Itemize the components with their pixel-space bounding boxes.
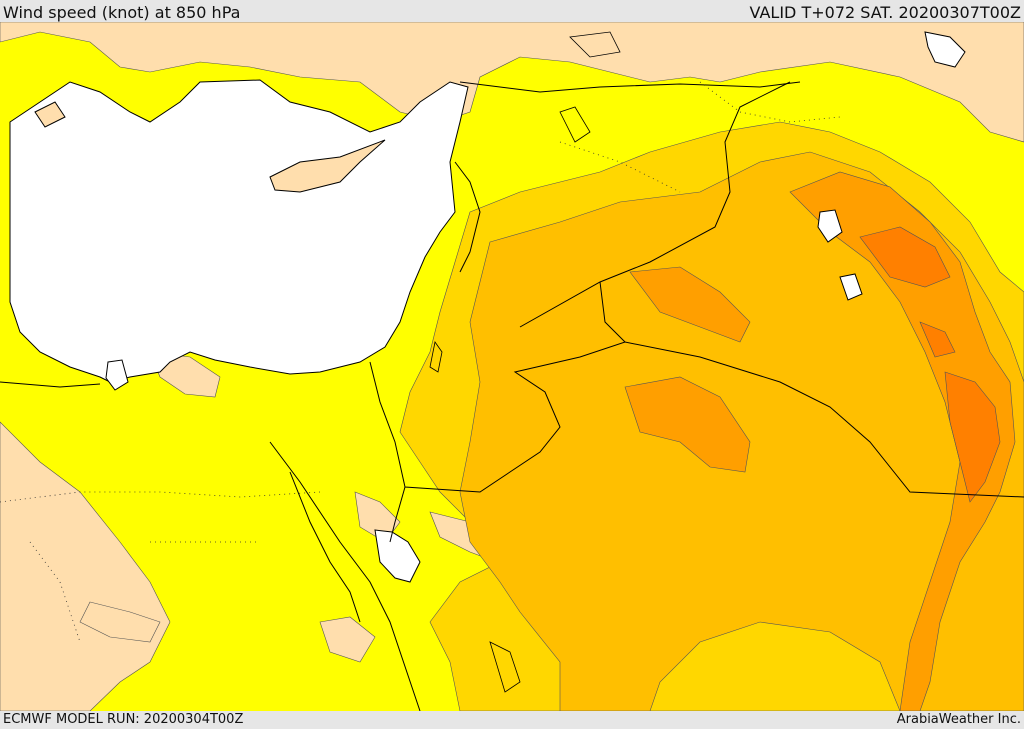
island-west [34,101,66,128]
band-tan-patch5 [79,601,161,643]
wind-map [0,22,1024,711]
footer-bar: ECMWF MODEL RUN: 20200304T00Z ArabiaWeat… [0,711,1024,729]
country-borders [0,81,1024,711]
band-tan-patch3 [319,616,376,663]
credit-label: ArabiaWeather Inc. [896,712,1021,727]
band-orange-1 [629,266,751,343]
lake-1 [817,209,843,243]
band-tan-north [0,22,1024,143]
sea-caspian [924,31,966,68]
map-title: Wind speed (knot) at 850 hPa [3,3,241,22]
lake-3 [105,359,129,391]
model-run: ECMWF MODEL RUN: 20200304T00Z [3,712,244,727]
band-orange-2 [624,376,751,473]
lake-2 [839,273,863,301]
band-deep-orange-1 [859,226,951,288]
band-deep-orange-3 [919,321,956,358]
header-bar: Wind speed (knot) at 850 hPa VALID T+072… [0,0,1024,22]
band-deep-orange-2 [944,371,1001,503]
band-orange-3 [789,171,1016,711]
map-canvas [0,22,1024,711]
island-cyprus [269,139,386,193]
valid-time: VALID T+072 SAT. 20200307T00Z [749,3,1021,22]
dotted-lines [0,81,841,643]
coast-detail [429,31,621,693]
sea-red [374,529,421,583]
